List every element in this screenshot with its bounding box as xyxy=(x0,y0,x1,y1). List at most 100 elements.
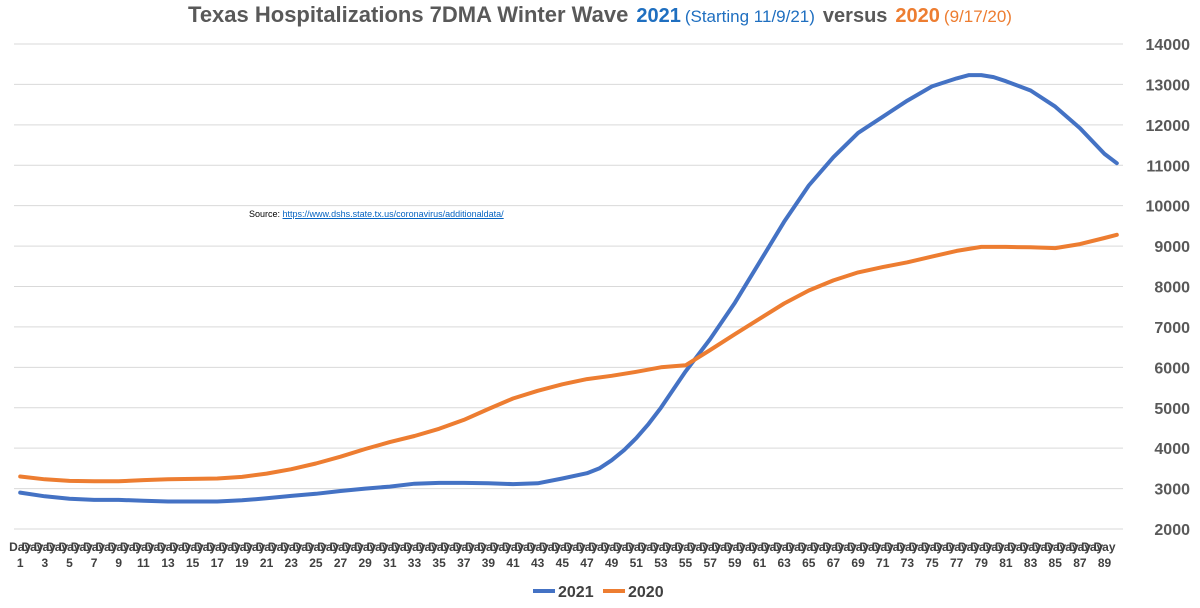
x-tick-word: Day xyxy=(293,540,315,554)
x-tick-number: 63 xyxy=(777,556,791,570)
x-tick-word: Day xyxy=(970,540,992,554)
x-tick-word: Day xyxy=(527,540,549,554)
x-tick-number: 51 xyxy=(630,556,644,570)
x-tick-word: Day xyxy=(391,540,413,554)
x-tick-word: Day xyxy=(514,540,536,554)
x-tick-word: Day xyxy=(108,540,130,554)
x-tick-word: Day xyxy=(675,540,697,554)
legend-label-2021: 2021 xyxy=(558,584,594,601)
x-tick-word: Day xyxy=(835,540,857,554)
x-tick-word: Day xyxy=(933,540,955,554)
x-tick-word: Day xyxy=(453,540,475,554)
x-tick-number: 81 xyxy=(999,556,1013,570)
x-tick-word: Day xyxy=(872,540,894,554)
y-tick-label: 12000 xyxy=(1146,118,1191,135)
x-tick-number: 19 xyxy=(235,556,249,570)
x-tick-word: Day xyxy=(231,540,253,554)
x-tick-word: Day xyxy=(83,540,105,554)
y-tick-label: 9000 xyxy=(1154,239,1190,256)
x-tick-word: Day xyxy=(120,540,142,554)
x-tick-word: Day xyxy=(761,540,783,554)
x-tick-word: Day xyxy=(921,540,943,554)
x-tick-word: Day xyxy=(909,540,931,554)
x-tick-number: 13 xyxy=(161,556,175,570)
x-tick-number: 57 xyxy=(704,556,718,570)
x-tick-number: 17 xyxy=(211,556,225,570)
x-tick-number: 7 xyxy=(91,556,98,570)
x-tick-word: Day xyxy=(699,540,721,554)
x-tick-word: Day xyxy=(798,540,820,554)
x-tick-word: Day xyxy=(243,540,265,554)
x-tick-number: 55 xyxy=(679,556,693,570)
x-tick-word: Day xyxy=(194,540,216,554)
x-tick-word: Day xyxy=(1057,540,1079,554)
x-tick-word: Day xyxy=(1044,540,1066,554)
x-tick-word: Day xyxy=(822,540,844,554)
x-tick-word: Day xyxy=(280,540,302,554)
x-tick-word: Day xyxy=(145,540,167,554)
x-tick-number: 39 xyxy=(482,556,496,570)
source-note: Source: https://www.dshs.state.tx.us/cor… xyxy=(249,209,504,219)
x-tick-word: Day xyxy=(847,540,869,554)
x-tick-word: Day xyxy=(539,540,561,554)
x-tick-word: Day xyxy=(748,540,770,554)
title-year-2020: 2020 xyxy=(895,5,940,27)
x-tick-word: Day xyxy=(182,540,204,554)
source-link[interactable]: https://www.dshs.state.tx.us/coronavirus… xyxy=(282,209,504,219)
x-tick-number: 61 xyxy=(753,556,767,570)
x-tick-word: Day xyxy=(206,540,228,554)
x-axis-ticks: DayDay1DayDay3DayDay5DayDay7DayDay9DayDa… xyxy=(9,540,1116,570)
x-tick-word: Day xyxy=(1069,540,1091,554)
series-lines xyxy=(18,73,1119,504)
x-tick-word: Day xyxy=(132,540,154,554)
x-tick-number: 31 xyxy=(383,556,397,570)
x-tick-word: Day xyxy=(1007,540,1029,554)
x-tick-word: Day xyxy=(601,540,623,554)
x-tick-word: Day xyxy=(1081,540,1103,554)
x-tick-word: Day xyxy=(502,540,524,554)
x-tick-number: 87 xyxy=(1073,556,1087,570)
x-tick-word: Day xyxy=(946,540,968,554)
x-tick-number: 65 xyxy=(802,556,816,570)
x-tick-word: Day xyxy=(379,540,401,554)
x-tick-word: Day xyxy=(21,540,43,554)
x-tick-word: Day xyxy=(268,540,290,554)
x-tick-word: Day xyxy=(687,540,709,554)
y-tick-label: 13000 xyxy=(1146,77,1191,94)
x-tick-word: Day xyxy=(305,540,327,554)
x-tick-word: Day xyxy=(884,540,906,554)
title-note-2020: (9/17/20) xyxy=(943,7,1012,26)
legend: 2021 2020 xyxy=(533,584,664,601)
x-tick-word: Day xyxy=(440,540,462,554)
x-tick-word: Day xyxy=(477,540,499,554)
x-tick-word: Day xyxy=(95,540,117,554)
x-tick-word: Day xyxy=(428,540,450,554)
x-tick-word: Day xyxy=(366,540,388,554)
x-tick-word: Day xyxy=(859,540,881,554)
x-tick-word: Day xyxy=(219,540,241,554)
x-tick-word: Day xyxy=(773,540,795,554)
x-tick-word: Day xyxy=(342,540,364,554)
x-tick-word: Day xyxy=(157,540,179,554)
title-versus: versus xyxy=(822,5,888,27)
x-tick-number: 75 xyxy=(925,556,939,570)
x-tick-number: 47 xyxy=(580,556,594,570)
x-tick-word: Day xyxy=(995,540,1017,554)
x-tick-number: 43 xyxy=(531,556,545,570)
x-tick-word: Day xyxy=(625,540,647,554)
x-tick-number: 53 xyxy=(654,556,668,570)
x-tick-number: 89 xyxy=(1098,556,1112,570)
x-tick-number: 5 xyxy=(66,556,73,570)
x-tick-number: 59 xyxy=(728,556,742,570)
x-tick-word: Day xyxy=(638,540,660,554)
x-tick-number: 83 xyxy=(1024,556,1038,570)
title-year-2021: 2021 xyxy=(636,5,681,27)
y-tick-label: 11000 xyxy=(1146,158,1190,175)
source-label: Source: xyxy=(249,209,281,219)
x-tick-number: 85 xyxy=(1049,556,1063,570)
x-tick-word: Day xyxy=(71,540,93,554)
x-tick-word: Day xyxy=(169,540,191,554)
x-tick-word: Day xyxy=(416,540,438,554)
x-tick-number: 27 xyxy=(334,556,348,570)
x-tick-number: 3 xyxy=(41,556,48,570)
